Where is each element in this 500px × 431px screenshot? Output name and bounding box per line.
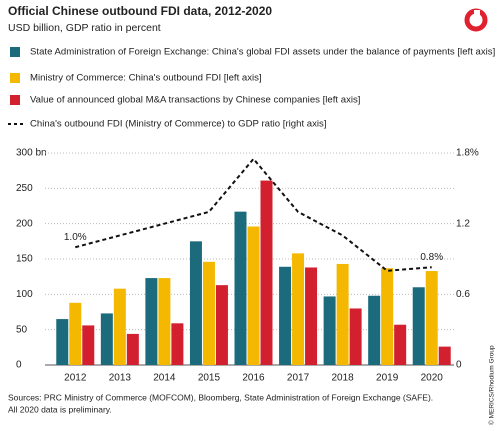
legend-swatch — [10, 47, 20, 57]
ratio-line — [75, 157, 432, 272]
logo — [464, 8, 488, 32]
bar — [323, 296, 336, 365]
bar — [234, 211, 247, 365]
bar — [247, 226, 260, 365]
x-tick-label: 2016 — [242, 373, 265, 384]
logo-gap — [474, 10, 480, 16]
source-line: All 2020 data is preliminary. — [8, 404, 112, 414]
bar — [69, 302, 82, 365]
bar — [336, 263, 349, 365]
bar — [438, 346, 451, 365]
bar — [158, 278, 171, 365]
legend-label: Ministry of Commerce: China's outbound F… — [30, 73, 262, 84]
legend-label: State Administration of Foreign Exchange… — [30, 47, 495, 58]
bar — [412, 287, 425, 365]
x-tick-label: 2014 — [153, 373, 176, 384]
bar — [292, 253, 305, 365]
source-line: Sources: PRC Ministry of Commerce (MOFCO… — [8, 392, 433, 402]
chart-subtitle: USD billion, GDP ratio in percent — [8, 22, 161, 34]
bar — [100, 313, 113, 365]
bar — [145, 278, 158, 365]
y-tick-label: 200 — [16, 218, 33, 229]
bar — [202, 261, 215, 365]
bar — [394, 324, 407, 365]
y2-tick-label: 1.2 — [456, 218, 470, 229]
bar — [425, 271, 438, 365]
legend-label: China's outbound FDI (Ministry of Commer… — [30, 119, 327, 130]
y2-tick-label: 0 — [456, 360, 462, 371]
y-tick-label: 0 — [16, 360, 22, 371]
y-tick-label: 300 bn — [16, 148, 47, 159]
y-tick-label: 250 — [16, 183, 33, 194]
bar — [279, 266, 292, 365]
bar — [368, 295, 381, 365]
credit: © MERICS/Rhodium Group — [488, 345, 496, 425]
x-tick-label: 2012 — [64, 373, 87, 384]
x-tick-label: 2013 — [109, 373, 132, 384]
x-tick-label: 2020 — [421, 373, 444, 384]
bar — [82, 325, 95, 365]
bar — [113, 288, 126, 365]
bar — [171, 323, 184, 365]
bar — [260, 180, 273, 365]
y-tick-label: 150 — [16, 254, 33, 265]
legend-swatch — [10, 95, 20, 105]
legend-label: Value of announced global M&A transactio… — [30, 95, 360, 106]
bar — [349, 308, 362, 365]
y-tick-label: 50 — [16, 324, 28, 335]
x-tick-label: 2017 — [287, 373, 310, 384]
x-tick-label: 2018 — [331, 373, 354, 384]
chart-title: Official Chinese outbound FDI data, 2012… — [8, 4, 272, 18]
x-tick-label: 2019 — [376, 373, 399, 384]
y2-tick-label: 0.6 — [456, 289, 470, 300]
bar — [305, 267, 318, 365]
bar — [381, 268, 394, 365]
bar — [215, 285, 228, 365]
x-tick-label: 2015 — [198, 373, 221, 384]
y-tick-label: 100 — [16, 289, 33, 300]
bar — [56, 319, 69, 365]
bar — [126, 333, 139, 365]
bar — [189, 241, 202, 365]
data-label: 0.8% — [420, 252, 443, 263]
y2-tick-label: 1.8% — [456, 148, 479, 159]
data-label: 1.0% — [64, 232, 87, 243]
legend-swatch — [10, 73, 20, 83]
